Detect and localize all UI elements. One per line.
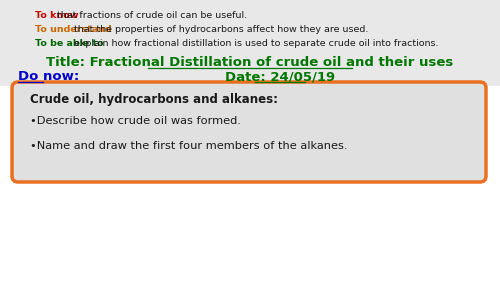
Text: Crude oil, hydrocarbons and alkanes:: Crude oil, hydrocarbons and alkanes: [30, 92, 278, 105]
Text: To understand: To understand [35, 26, 112, 35]
Text: that the properties of hydrocarbons affect how they are used.: that the properties of hydrocarbons affe… [71, 26, 368, 35]
Text: Date: 24/05/19: Date: 24/05/19 [225, 71, 335, 83]
Bar [0, 86, 500, 281]
Text: that fractions of crude oil can be useful.: that fractions of crude oil can be usefu… [54, 12, 248, 21]
FancyBboxPatch shape [12, 82, 486, 182]
Text: To be able to: To be able to [35, 40, 103, 49]
Text: Title: Fractional Distillation of crude oil and their uses: Title: Fractional Distillation of crude … [46, 56, 454, 69]
Text: explain how fractional distillation is used to separate crude oil into fractions: explain how fractional distillation is u… [71, 40, 438, 49]
Text: •Describe how crude oil was formed.: •Describe how crude oil was formed. [30, 116, 241, 126]
Text: Do now:: Do now: [18, 71, 79, 83]
Text: To know: To know [35, 12, 78, 21]
Bar [0, 0, 500, 86]
Text: •Name and draw the first four members of the alkanes.: •Name and draw the first four members of… [30, 141, 348, 151]
